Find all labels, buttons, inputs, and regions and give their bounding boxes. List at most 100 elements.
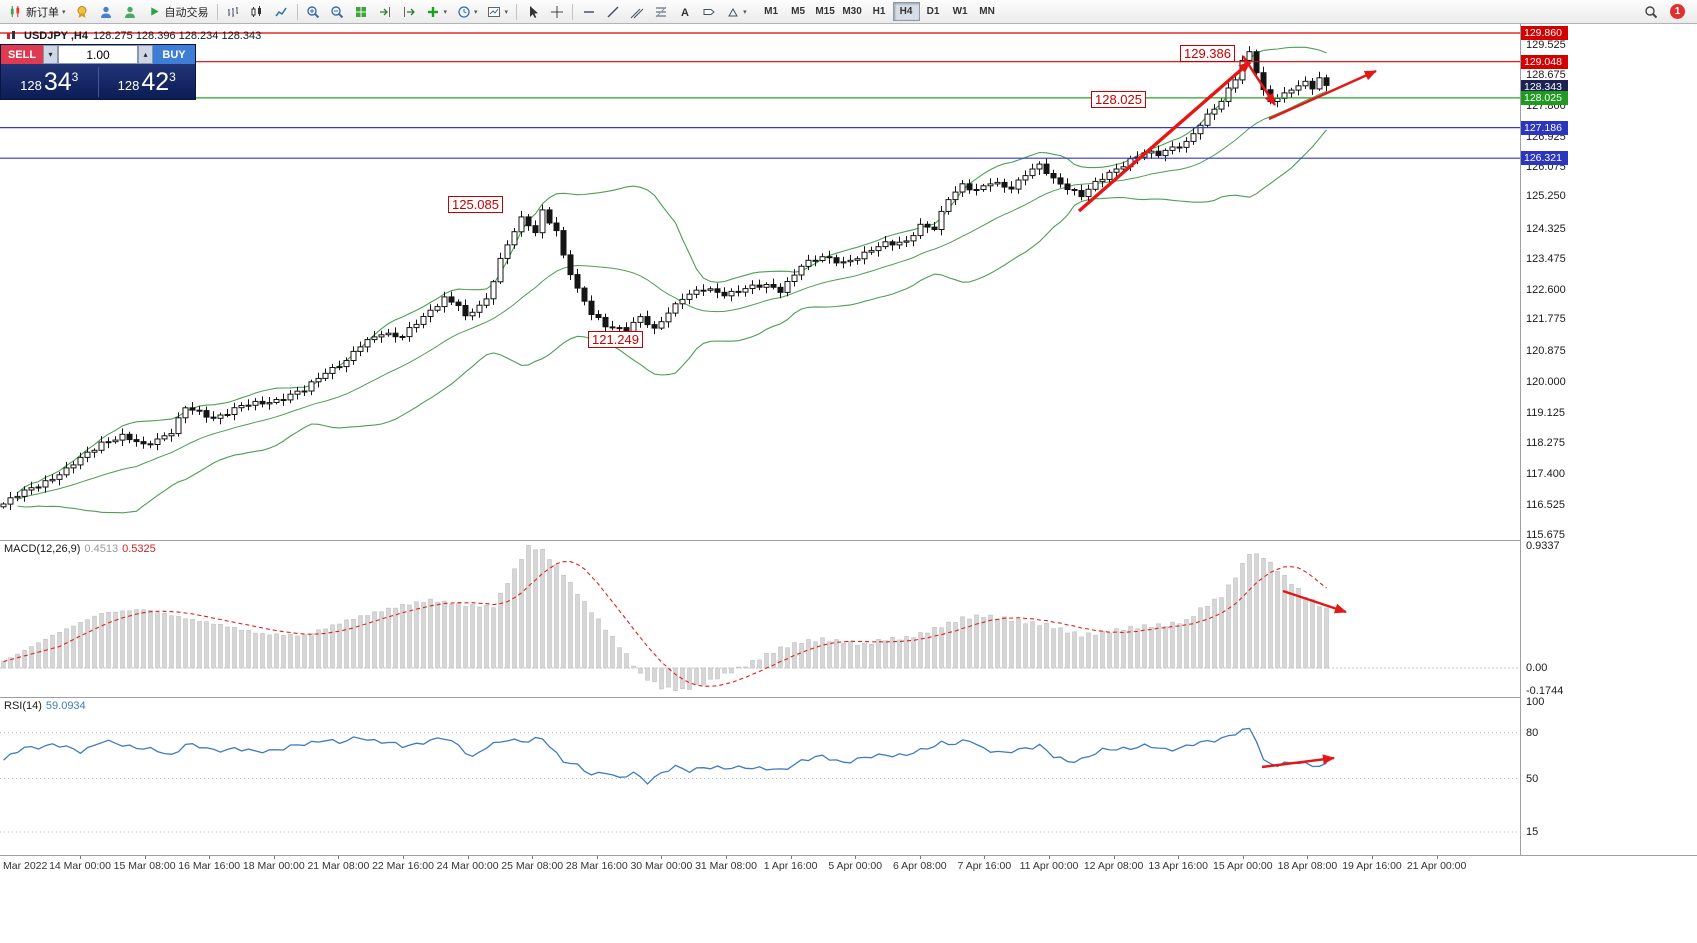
price-axis-tick: 118.275 — [1526, 436, 1565, 449]
zoom-out-button[interactable] — [326, 2, 349, 22]
time-axis-label: 24 Mar 00:00 — [436, 860, 499, 872]
new-order-icon — [8, 4, 23, 19]
timeframe-button-m15[interactable]: M15 — [812, 2, 839, 21]
text-button[interactable]: A — [673, 2, 696, 22]
symbol-period-label: USDJPY ,H4 — [24, 29, 88, 42]
rsi-title: RSI(14) — [4, 700, 42, 712]
price-annotation[interactable]: 125.085 — [448, 196, 503, 213]
horizontal-line-button[interactable] — [577, 2, 600, 22]
sell-price-pip: 3 — [71, 70, 79, 84]
community-button[interactable] — [119, 2, 142, 22]
price-axis-tag: 126.321 — [1521, 151, 1568, 166]
macd-title: MACD(12,26,9) — [4, 543, 81, 555]
price-annotation[interactable]: 129.386 — [1180, 45, 1235, 62]
timeframe-button-h1[interactable]: H1 — [866, 2, 893, 21]
auto-scroll-button[interactable] — [374, 2, 397, 22]
chart-shift-button[interactable] — [398, 2, 421, 22]
label-tag-icon — [701, 4, 716, 19]
time-axis-label: 31 Mar 08:00 — [695, 860, 757, 872]
rsi-value: 59.0934 — [45, 700, 86, 712]
timeframe-button-h4[interactable]: H4 — [892, 2, 920, 21]
buy-button[interactable]: BUY — [153, 45, 195, 64]
price-axis-tag: 129.048 — [1521, 54, 1568, 69]
time-axis-label: 16 Mar 16:00 — [178, 860, 241, 872]
bar-chart-icon — [226, 4, 241, 19]
time-axis-label: 13 Apr 16:00 — [1148, 860, 1208, 872]
timeframe-button-w1[interactable]: W1 — [947, 2, 974, 21]
volume-increase-button[interactable]: ▴ — [138, 45, 153, 64]
macd-value-main: 0.4513 — [84, 543, 119, 555]
sell-price-main: 34 — [43, 68, 72, 96]
price-annotation[interactable]: 121.249 — [588, 331, 643, 348]
search-button[interactable] — [1639, 2, 1662, 22]
market-button[interactable] — [71, 2, 94, 22]
macd-axis-label: -0.1744 — [1526, 684, 1564, 697]
price-axis-tick: 123.475 — [1526, 252, 1566, 265]
timeframe-button-mn[interactable]: MN — [974, 2, 1001, 21]
volume-decrease-button[interactable]: ▾ — [43, 45, 58, 64]
price-axis[interactable]: 129.525 128.675 127.800 126.925 126.075 125.2… — [1520, 24, 1697, 855]
indicators-button[interactable]: ▾ — [422, 2, 452, 22]
price-annotation[interactable]: 128.025 — [1091, 91, 1146, 108]
rsi-panel-divider[interactable] — [0, 697, 1697, 698]
chevron-down-icon: ▾ — [62, 8, 66, 16]
cursor-button[interactable] — [521, 2, 544, 22]
shapes-button[interactable]: ▾ — [721, 2, 751, 22]
time-axis-tick — [919, 856, 921, 859]
timeframe-button-m1[interactable]: M1 — [758, 2, 785, 21]
macd-panel-divider[interactable] — [0, 540, 1697, 541]
volume-input[interactable] — [58, 45, 138, 64]
timeframe-button-d1[interactable]: D1 — [920, 2, 947, 21]
trade-panel-controls: SELL ▾ ▴ BUY — [1, 45, 195, 64]
fibonacci-button[interactable] — [649, 2, 672, 22]
new-order-button[interactable]: 新订单 ▾ — [4, 2, 70, 22]
time-axis[interactable]: Mar 2022 14 Mar 00:00 15 Mar 08:00 16 Mar 1… — [0, 855, 1697, 875]
tile-windows-icon — [354, 4, 369, 19]
time-axis-tick — [532, 856, 534, 859]
price-axis-tag: 128.343 — [1521, 79, 1568, 94]
label-button[interactable] — [697, 2, 720, 22]
price-axis-tick: 115.675 — [1526, 529, 1565, 541]
rsi-axis-label: 50 — [1526, 772, 1539, 785]
timeframe-button-m5[interactable]: M5 — [785, 2, 812, 21]
price-axis-tick: 124.325 — [1526, 222, 1566, 235]
buy-price-pip: 3 — [169, 70, 176, 84]
channel-button[interactable] — [625, 2, 648, 22]
price-axis-tick: 120.000 — [1526, 375, 1566, 388]
price-axis-tag: 128.025 — [1521, 90, 1568, 105]
cursor-arrow-icon — [525, 4, 540, 19]
line-chart-button[interactable] — [270, 2, 293, 22]
chevron-down-icon: ▾ — [474, 8, 478, 16]
periods-button[interactable]: ▾ — [452, 2, 482, 22]
trendline-button[interactable] — [601, 2, 624, 22]
templates-button[interactable]: ▾ — [483, 2, 513, 22]
auto-trading-button[interactable]: 自动交易 — [143, 2, 213, 22]
sell-price[interactable]: 128 34 3 — [1, 67, 98, 97]
zoom-in-button[interactable] — [302, 2, 325, 22]
main-toolbar: 新订单 ▾ 自动交易 — [0, 0, 1697, 24]
rsi-axis-label: 15 — [1526, 826, 1539, 839]
time-axis-tick — [1049, 856, 1050, 859]
crosshair-icon — [549, 4, 564, 19]
time-axis-label: 30 Mar 00:00 — [630, 860, 693, 872]
time-axis-tick — [1436, 856, 1438, 859]
sell-button[interactable]: SELL — [1, 45, 43, 64]
price-axis-tick: 117.400 — [1526, 467, 1565, 480]
buy-price[interactable]: 128 42 3 — [99, 67, 196, 97]
profile-button[interactable] — [95, 2, 118, 22]
crosshair-button[interactable] — [545, 2, 568, 22]
notification-badge[interactable]: 1 — [1670, 4, 1685, 19]
price-axis-tick: 121.775 — [1526, 313, 1566, 326]
tile-windows-button[interactable] — [350, 2, 373, 22]
time-axis-tick — [80, 856, 81, 859]
svg-text:A: A — [681, 7, 689, 19]
price-axis-tick: 125.250 — [1526, 190, 1566, 203]
rsi-axis-label: 100 — [1526, 696, 1545, 708]
timeframe-button-m30[interactable]: M30 — [839, 2, 866, 21]
bar-chart-button[interactable] — [222, 2, 245, 22]
time-axis-label: 28 Mar 16:00 — [565, 860, 628, 872]
trendline-icon — [605, 4, 620, 19]
candlestick-chart-button[interactable] — [246, 2, 269, 22]
